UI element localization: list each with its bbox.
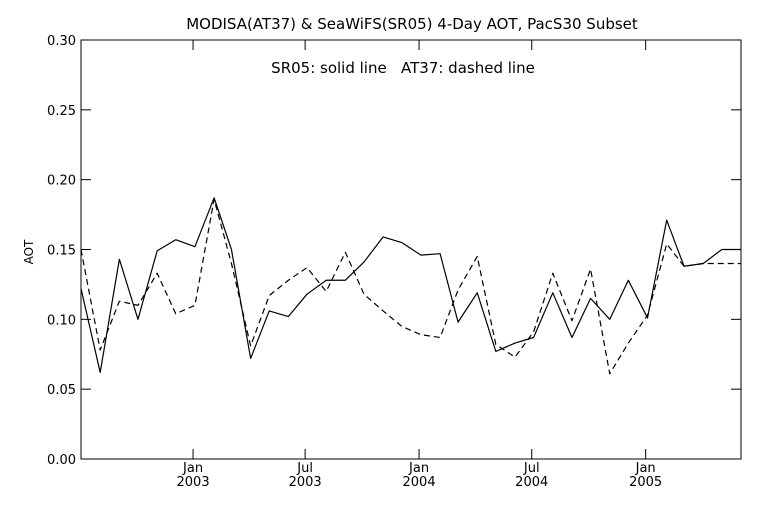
series-line-at37 xyxy=(80,198,741,375)
x-tick-label-year: 2003 xyxy=(177,475,210,490)
y-tick-label: 0.25 xyxy=(47,104,76,119)
y-axis-label: AOT xyxy=(22,239,36,264)
chart-title: MODISA(AT37) & SeaWiFS(SR05) 4-Day AOT, … xyxy=(186,15,638,33)
y-tick-label: 0.10 xyxy=(47,313,76,328)
plot-frame xyxy=(80,39,742,460)
x-tick-label-month: Jan xyxy=(408,461,429,476)
axes: 0.000.050.100.150.200.250.30Jan2003Jul20… xyxy=(47,34,741,490)
y-tick-label: 0.30 xyxy=(47,34,76,49)
y-tick-label: 0.20 xyxy=(47,174,76,189)
x-tick-label-month: Jan xyxy=(182,461,203,476)
x-tick-label-month: Jan xyxy=(635,461,656,476)
y-tick-label: 0.15 xyxy=(47,244,76,259)
y-tick-label: 0.00 xyxy=(47,453,76,468)
x-tick-label-year: 2004 xyxy=(515,475,548,490)
x-tick-label-year: 2005 xyxy=(629,475,662,490)
series-group xyxy=(80,197,741,375)
series-line-sr05 xyxy=(80,197,741,374)
y-tick-label: 0.05 xyxy=(47,383,76,398)
x-tick-label-month: Jul xyxy=(523,461,540,476)
line-style-note: SR05: solid line AT37: dashed line xyxy=(271,59,535,77)
x-tick-label-month: Jul xyxy=(296,461,313,476)
x-tick-label-year: 2004 xyxy=(403,475,436,490)
x-tick-label-year: 2003 xyxy=(289,475,322,490)
